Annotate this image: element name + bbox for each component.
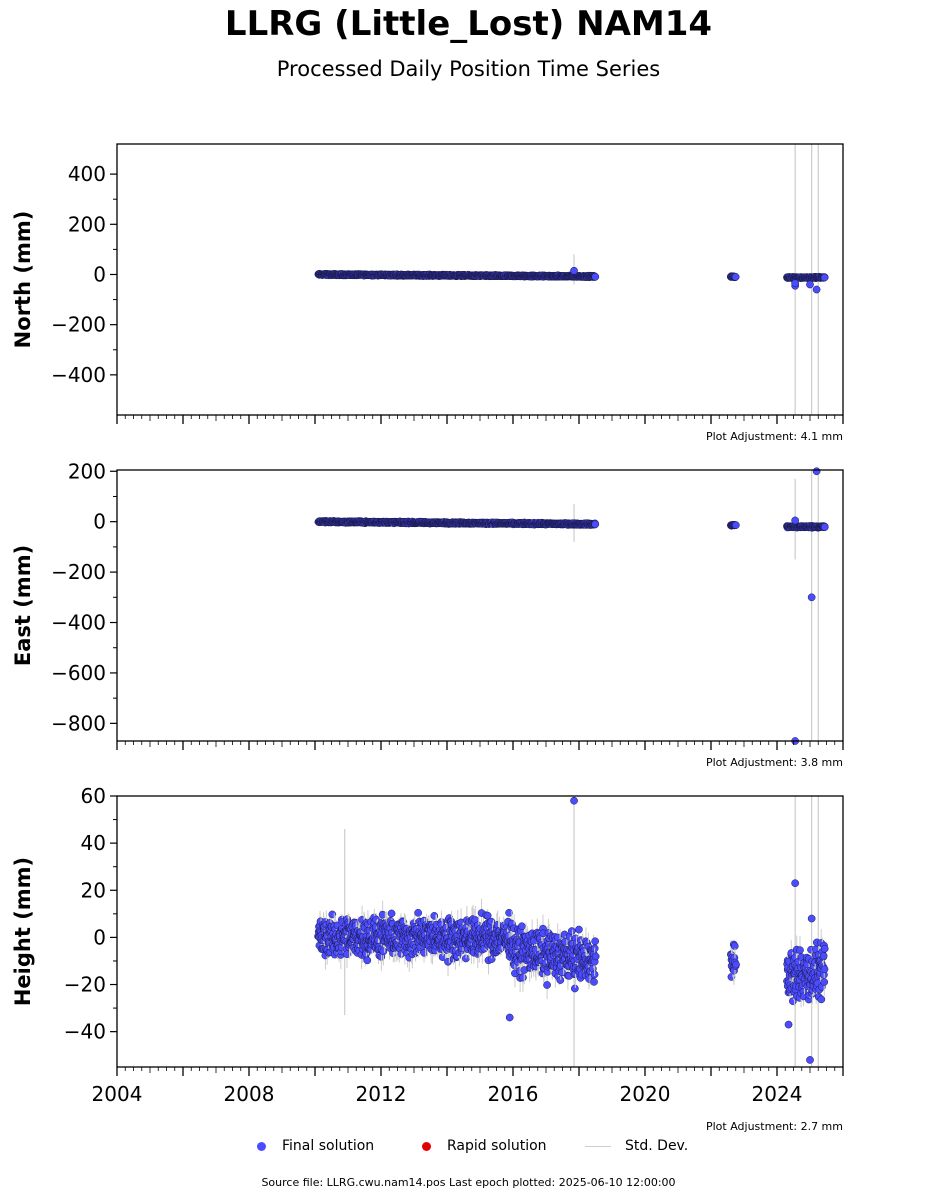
data-point-outlier: [812, 285, 821, 294]
panel-1: 400 200 0 −200 −400 North (mm) Plot Adjustment…: [11, 143, 844, 443]
panel-3: 60 40 20 0 −20 −40 2004 2008 2012 2016 2020 2024 Hei…: [11, 784, 844, 1133]
legend-std: Std. Dev.: [585, 1138, 688, 1154]
data-point: [328, 910, 337, 919]
legend-std-marker: [585, 1145, 611, 1147]
data-point: [820, 978, 829, 986]
y-tick-label: −20: [64, 973, 106, 997]
y-tick-label: 200: [68, 459, 106, 483]
data-point: [543, 981, 551, 989]
data-point: [420, 948, 428, 957]
y-tick-label: −600: [51, 661, 106, 685]
legend-final: Final solution: [257, 1138, 374, 1154]
data-point: [732, 960, 740, 969]
data-point: [796, 946, 804, 954]
data-point: [820, 944, 829, 953]
x-tick-label: 2020: [620, 1082, 671, 1106]
axes-frame: [116, 469, 844, 742]
y-axis-label: East (mm): [11, 545, 35, 666]
x-tick-label: 2024: [752, 1082, 803, 1106]
legend-final-marker: [257, 1141, 266, 1151]
data-point: [591, 937, 599, 946]
data-point: [731, 273, 740, 281]
data-point-outlier: [784, 1020, 793, 1029]
y-tick-label: −400: [51, 611, 106, 635]
legend-rapid: Rapid solution: [422, 1138, 547, 1154]
data-point-outlier: [812, 467, 821, 476]
x-tick-label: 2004: [92, 1082, 143, 1106]
final-solution-points: [314, 467, 829, 745]
y-tick-label: 60: [81, 784, 106, 808]
data-point: [591, 520, 600, 529]
plot-adjustment-note: Plot Adjustment: 2.7 mm: [706, 1120, 843, 1133]
data-point: [567, 927, 576, 935]
y-tick-label: 20: [81, 878, 106, 902]
data-point-outlier: [791, 516, 800, 525]
data-point-outlier: [806, 1056, 814, 1064]
data-point: [363, 956, 372, 965]
x-tick-label: 2008: [224, 1082, 275, 1106]
data-point-outlier: [791, 279, 800, 288]
data-point: [575, 925, 583, 934]
chart-title: LLRG (Little_Lost) NAM14: [224, 4, 713, 44]
plot-adjustment-note: Plot Adjustment: 4.1 mm: [706, 430, 843, 443]
y-tick-label: −200: [51, 560, 106, 584]
y-tick-label: 40: [81, 831, 106, 855]
x-tick-label: 2012: [356, 1082, 407, 1106]
y-tick-label: 0: [93, 510, 106, 534]
legend-std-label: Std. Dev.: [625, 1138, 689, 1154]
panel-2: 200 0 −200 −400 −600 −800 East (mm) Plot Adjust…: [11, 459, 844, 769]
data-point: [518, 922, 526, 931]
data-point: [387, 909, 396, 918]
legend-rapid-label: Rapid solution: [447, 1138, 547, 1154]
data-point-outlier: [505, 1013, 514, 1022]
final-solution-points: [314, 266, 829, 294]
legend-rapid-marker: [422, 1141, 431, 1151]
data-point: [590, 978, 598, 986]
y-tick-label: −800: [51, 711, 106, 735]
final-solution-points: [314, 796, 829, 1064]
y-tick-label: −400: [51, 363, 106, 387]
data-point-outlier: [570, 796, 578, 805]
y-tick-label: 200: [68, 212, 106, 236]
data-point: [379, 947, 388, 956]
data-point: [591, 272, 600, 281]
data-point-outlier: [807, 914, 816, 923]
plot-adjustment-note: Plot Adjustment: 3.8 mm: [706, 756, 843, 769]
source-footer: Source file: LLRG.cwu.nam14.pos Last epo…: [261, 1176, 676, 1189]
data-point: [414, 908, 422, 917]
data-point: [820, 273, 829, 282]
y-axis-label: North (mm): [11, 211, 35, 349]
y-axis-label: Height (mm): [11, 857, 35, 1006]
data-point-outlier: [791, 879, 800, 888]
y-tick-label: 0: [93, 925, 106, 949]
data-point: [820, 965, 829, 974]
data-point: [732, 521, 740, 529]
data-point: [819, 952, 828, 960]
legend-final-label: Final solution: [282, 1138, 375, 1154]
data-point: [519, 973, 527, 982]
data-point: [817, 995, 826, 1004]
x-tick-label: 2016: [488, 1082, 539, 1106]
y-tick-label: 0: [93, 262, 106, 286]
data-point-outlier: [807, 593, 816, 602]
y-tick-label: −40: [64, 1020, 106, 1044]
y-tick-label: −200: [51, 313, 106, 337]
y-tick-label: 400: [68, 162, 106, 186]
data-point: [591, 952, 600, 961]
data-point: [820, 523, 829, 531]
data-point-outlier: [570, 266, 578, 275]
data-point-outlier: [806, 280, 814, 289]
chart-subtitle: Processed Daily Position Time Series: [276, 57, 661, 81]
